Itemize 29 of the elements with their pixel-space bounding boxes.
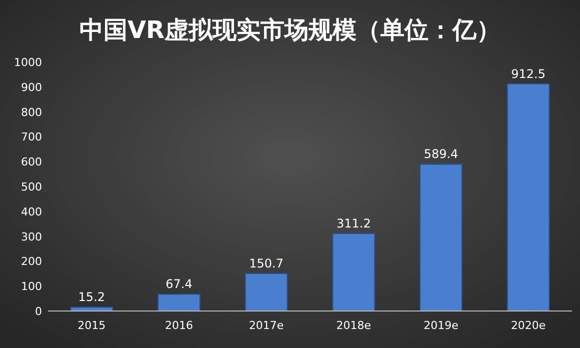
x-tick-label: 2020e (510, 319, 546, 332)
bar (506, 83, 550, 312)
y-tick-label: 100 (21, 280, 42, 294)
bar (244, 272, 288, 312)
y-tick-label: 700 (21, 130, 42, 144)
x-tick-label: 2016 (165, 319, 193, 332)
y-tick-label: 1000 (14, 56, 42, 69)
y-tick-label: 500 (21, 180, 42, 194)
data-label: 67.4 (166, 277, 192, 292)
y-tick-label: 600 (21, 156, 42, 169)
y-tick-label: 200 (21, 255, 42, 268)
x-tick-label: 2018e (336, 319, 372, 332)
chart-title: 中国VR虚拟现实市场规模（单位：亿） (79, 16, 501, 44)
data-label: 912.5 (511, 66, 546, 81)
x-tick-label: 2017e (248, 319, 284, 332)
data-label: 15.2 (78, 290, 106, 304)
y-tick-label: 400 (21, 205, 42, 218)
data-label: 589.4 (424, 147, 458, 162)
data-label: 311.2 (336, 216, 371, 231)
bar (158, 294, 200, 312)
x-tick-label: 2015 (78, 319, 106, 332)
bar (420, 164, 462, 312)
y-tick-label: 300 (21, 230, 42, 244)
y-tick-label: 0 (35, 305, 42, 318)
y-tick-label: 800 (21, 106, 42, 119)
bar (332, 233, 376, 312)
x-tick-label: 2019e (424, 319, 459, 332)
y-tick-label: 900 (21, 80, 42, 94)
data-label: 150.7 (249, 256, 284, 270)
